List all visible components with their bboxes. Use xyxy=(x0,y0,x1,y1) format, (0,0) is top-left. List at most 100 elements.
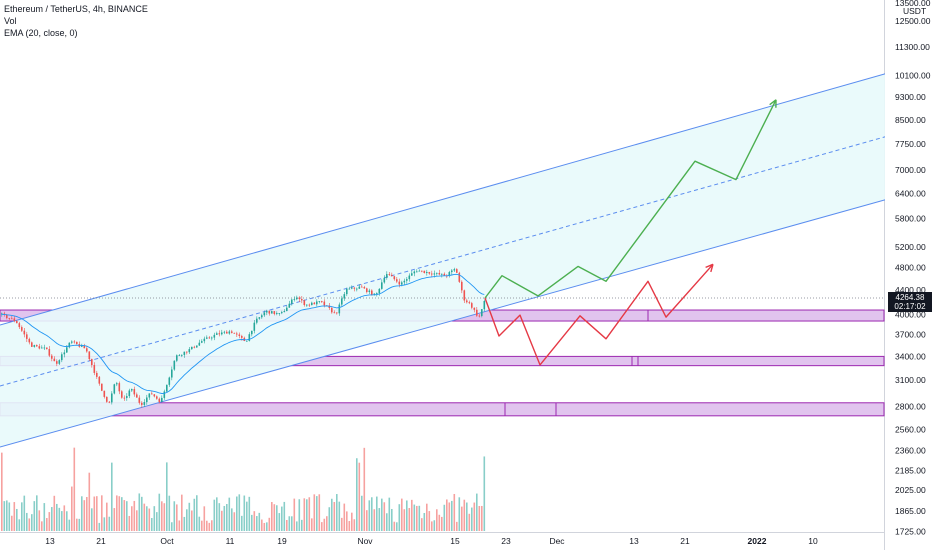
volume-bar xyxy=(216,497,218,531)
volume-bar xyxy=(283,501,286,531)
volume-bar xyxy=(201,520,203,531)
candle-body xyxy=(133,389,136,395)
candle-body xyxy=(223,331,226,333)
volume-bar xyxy=(296,521,298,531)
volume-bar xyxy=(308,497,311,531)
volume-bar xyxy=(431,521,433,531)
candle-body xyxy=(371,290,373,295)
candle-body xyxy=(98,376,101,384)
candle-body xyxy=(296,297,298,300)
volume-bar xyxy=(88,472,91,531)
candle-body xyxy=(141,402,143,405)
volume-bar xyxy=(8,502,11,531)
volume-bar xyxy=(241,515,243,531)
volume-bar xyxy=(188,502,191,531)
volume-bar xyxy=(416,505,418,531)
candle-body xyxy=(396,279,398,282)
time-tick-label: 11 xyxy=(226,536,235,546)
candle-body xyxy=(6,314,8,319)
time-tick-label: 13 xyxy=(45,536,55,546)
legend-ema[interactable]: EMA (20, close, 0) xyxy=(4,28,78,38)
volume-bar xyxy=(141,496,143,531)
volume-bar xyxy=(23,495,26,531)
volume-bar xyxy=(56,503,58,531)
volume-bar xyxy=(363,447,366,531)
volume-bar xyxy=(198,516,201,531)
candle-body xyxy=(91,359,93,366)
legend-symbol[interactable]: Ethereum / TetherUS, 4h, BINANCE xyxy=(4,4,148,14)
bullish-projection xyxy=(484,99,777,299)
volume-bar xyxy=(83,500,86,531)
candle-body xyxy=(31,342,33,347)
time-tick-label: 23 xyxy=(501,536,511,546)
candle-body xyxy=(381,282,383,289)
projection-paths xyxy=(484,99,777,366)
candle-body xyxy=(293,299,296,300)
volume-bar xyxy=(143,503,146,531)
volume-bar xyxy=(236,496,238,531)
volume-bar xyxy=(46,518,48,531)
volume-bar xyxy=(186,509,188,531)
volume-bar xyxy=(136,510,138,531)
volume-bar xyxy=(86,497,88,531)
candle-body xyxy=(461,281,463,291)
candle-body xyxy=(358,286,361,289)
price-tick-label: 1725.00 xyxy=(895,526,926,536)
volume-bar xyxy=(456,521,458,531)
legend-vol[interactable]: Vol xyxy=(4,16,17,26)
price-tick-label: 7000.00 xyxy=(895,165,926,175)
volume-bar xyxy=(333,501,336,531)
price-tick-label: 9300.00 xyxy=(895,92,926,102)
volume-bar xyxy=(71,486,73,531)
volume-bar xyxy=(471,507,473,531)
candle-body xyxy=(261,315,263,318)
time-tick-label: 15 xyxy=(450,536,460,546)
candle-body xyxy=(313,302,316,305)
candle-body xyxy=(218,333,221,335)
volume-bar xyxy=(126,501,128,531)
candle-body xyxy=(256,318,258,323)
candle-body xyxy=(348,288,351,290)
candle-body xyxy=(88,351,91,360)
candles xyxy=(1,267,486,408)
volume-bar xyxy=(291,516,293,531)
candle-body xyxy=(158,398,161,403)
candle-body xyxy=(413,271,416,274)
candle-body xyxy=(83,345,86,349)
price-tick-label: 7750.00 xyxy=(895,139,926,149)
candle-body xyxy=(283,311,286,313)
candle-body xyxy=(246,340,248,342)
candle-body xyxy=(13,318,16,321)
volume-bar xyxy=(98,522,101,531)
candle-body xyxy=(361,286,363,288)
candle-body xyxy=(81,345,83,347)
candle-body xyxy=(103,390,106,397)
volume-bar xyxy=(243,495,246,531)
candle-body xyxy=(186,351,188,353)
volume-bar xyxy=(378,508,381,531)
time-tick-label: 13 xyxy=(629,536,639,546)
volume-bar xyxy=(226,504,228,531)
volume-bar xyxy=(138,493,141,531)
volume-bar xyxy=(218,503,221,531)
candle-body xyxy=(438,272,441,275)
price-tick-label: 3400.00 xyxy=(895,351,926,361)
time-tick-label: Oct xyxy=(160,536,174,546)
candle-body xyxy=(428,271,431,274)
candle-body xyxy=(56,361,58,364)
volume-bar xyxy=(406,500,408,531)
candle-body xyxy=(233,332,236,334)
candle-body xyxy=(191,346,193,350)
volume-bar xyxy=(258,512,261,531)
candle-body xyxy=(53,358,56,362)
candle-body xyxy=(373,293,376,295)
volume-bar xyxy=(16,508,18,531)
volume-bar xyxy=(438,514,441,531)
candle-body xyxy=(436,272,438,274)
volume-bar xyxy=(356,458,358,531)
candle-body xyxy=(378,288,381,294)
volume-bar xyxy=(93,496,96,531)
candle-body xyxy=(286,307,288,312)
volume-bar xyxy=(423,512,426,531)
